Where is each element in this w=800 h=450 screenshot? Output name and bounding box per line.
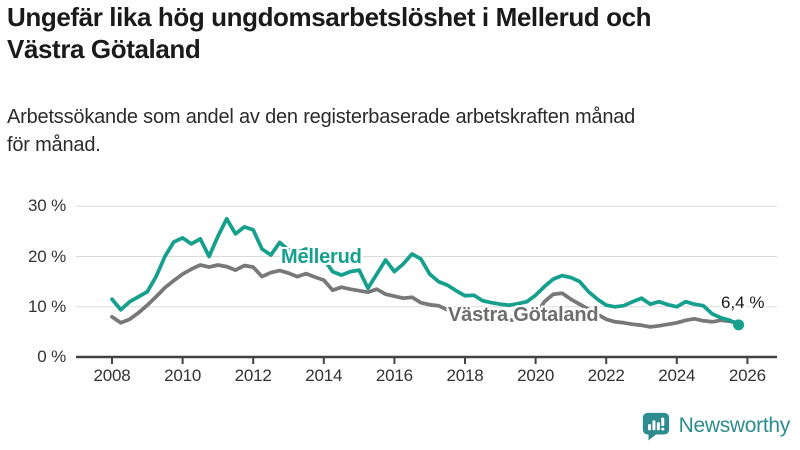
series-label-mellerud: Mellerud bbox=[281, 246, 362, 268]
y-tick-label: 10 % bbox=[28, 296, 66, 316]
newsworthy-wordmark: Newsworthy bbox=[678, 414, 791, 437]
chart-title: Ungefär lika hög ungdomsarbetslöshet i M… bbox=[7, 2, 797, 66]
series-line-v-stra-g-taland bbox=[110, 263, 741, 329]
end-value-label: 6,4 % bbox=[721, 293, 765, 312]
x-tick-label: 2008 bbox=[93, 366, 131, 385]
chart-subtitle-line1: Arbetssökande som andel av den registerb… bbox=[7, 106, 636, 128]
x-tick-label: 2014 bbox=[305, 366, 343, 385]
y-tick-label: 0 % bbox=[37, 347, 66, 366]
y-tick-label: 20 % bbox=[28, 246, 66, 266]
x-tick-label: 2020 bbox=[517, 366, 555, 385]
x-tick-label: 2026 bbox=[728, 366, 766, 385]
series-line-mellerud bbox=[110, 216, 741, 327]
chart-title-line1: Ungefär lika hög ungdomsarbetslöshet i M… bbox=[7, 2, 652, 32]
x-tick-label: 2010 bbox=[164, 366, 202, 385]
x-tick-label: 2024 bbox=[658, 366, 696, 385]
x-tick-label: 2012 bbox=[234, 366, 272, 385]
newsworthy-icon bbox=[641, 411, 671, 441]
series-end-dot bbox=[733, 319, 745, 331]
series-label-vastra-gotaland: Västra Götaland bbox=[448, 304, 599, 326]
x-tick-label: 2016 bbox=[375, 366, 413, 385]
x-tick-label: 2018 bbox=[446, 366, 484, 385]
newsworthy-logo[interactable]: Newsworthy bbox=[641, 411, 790, 441]
y-tick-label: 30 % bbox=[28, 196, 66, 216]
x-tick-label: 2022 bbox=[587, 366, 625, 385]
chart-subtitle: Arbetssökande som andel av den registerb… bbox=[7, 104, 797, 159]
chart-subtitle-line2: för månad. bbox=[7, 133, 101, 156]
chart-title-line2: Västra Götaland bbox=[7, 33, 201, 64]
